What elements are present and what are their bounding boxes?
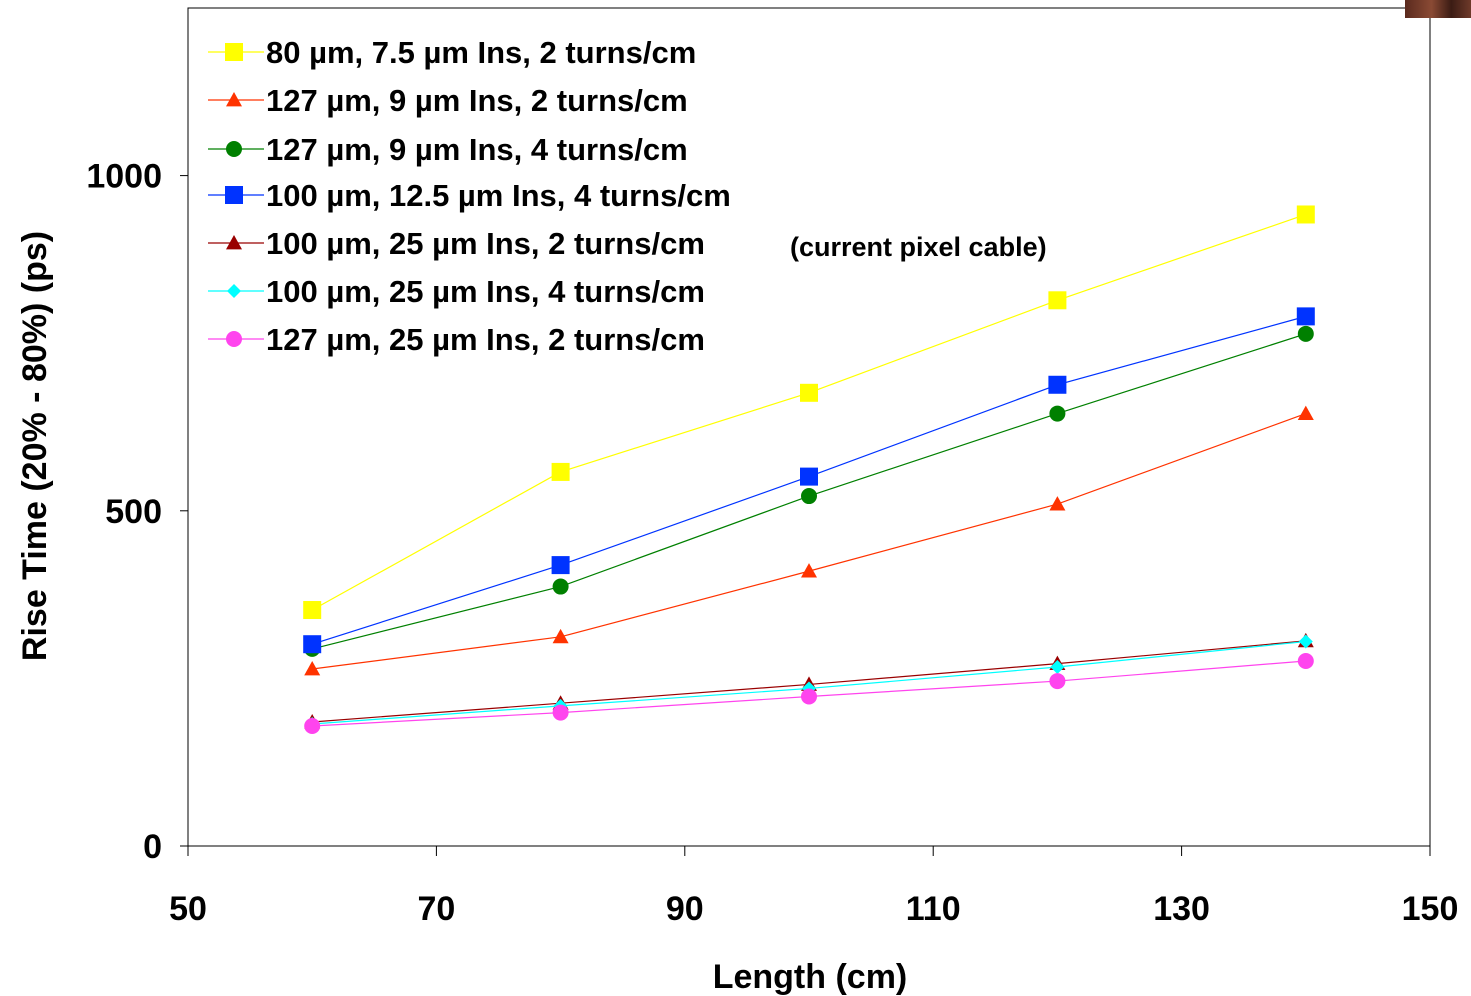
data-point	[552, 578, 569, 595]
legend-label: 127 µm, 9 µm Ins, 2 turns/cm	[266, 83, 688, 118]
data-point	[551, 556, 570, 575]
data-point	[551, 462, 570, 481]
legend-entry: 127 µm, 9 µm Ins, 2 turns/cm	[208, 83, 688, 118]
x-tick-label: 130	[1153, 890, 1210, 928]
legend-entry: 100 µm, 25 µm Ins, 2 turns/cm (current pi…	[208, 226, 1047, 262]
series-1	[304, 405, 1314, 676]
x-axis-title: Length (cm)	[713, 958, 908, 996]
data-point	[1296, 205, 1315, 224]
data-point	[1296, 307, 1315, 326]
legend-label: 100 µm, 25 µm Ins, 4 turns/cm	[266, 274, 705, 309]
legend-marker	[225, 43, 243, 61]
data-point	[552, 704, 569, 721]
data-point	[801, 688, 817, 705]
y-tick-label: 0	[143, 828, 162, 866]
data-point	[303, 601, 322, 620]
data-point	[1049, 673, 1066, 690]
data-point	[1048, 291, 1067, 310]
x-tick-label: 70	[417, 890, 455, 928]
plot-area	[187, 7, 1431, 847]
x-tick-label: 90	[666, 890, 704, 928]
legend-label: 127 µm, 25 µm Ins, 2 turns/cm	[266, 322, 705, 357]
legend-marker	[227, 284, 241, 298]
legend-marker	[226, 331, 242, 347]
series-3	[303, 307, 1315, 654]
data-point	[801, 488, 817, 505]
legend-marker	[226, 235, 242, 250]
corner-image-fragment	[1405, 0, 1471, 18]
x-axis: 50 70 90 110 130 150	[169, 846, 1458, 928]
data-point	[1297, 325, 1314, 342]
y-axis: 0 500 1000	[86, 158, 188, 866]
data-point	[800, 383, 818, 402]
data-point	[1048, 375, 1067, 394]
y-tick-label: 1000	[86, 158, 162, 196]
legend-entry: 80 µm, 7.5 µm Ins, 2 turns/cm	[208, 35, 696, 70]
data-point	[304, 661, 321, 676]
x-tick-label: 50	[169, 890, 207, 928]
legend-entry: 100 µm, 25 µm Ins, 4 turns/cm	[208, 274, 705, 309]
legend-label: 127 µm, 9 µm Ins, 4 turns/cm	[266, 132, 688, 167]
data-point	[801, 563, 817, 578]
data-point	[1298, 634, 1313, 649]
data-point	[1297, 405, 1314, 420]
legend-label: 80 µm, 7.5 µm Ins, 2 turns/cm	[266, 35, 696, 70]
y-axis-title: Rise Time (20% - 80%) (ps)	[16, 231, 54, 661]
x-tick-label: 110	[906, 890, 961, 928]
data-point	[1050, 660, 1065, 675]
legend-marker	[225, 186, 243, 204]
legend-entry: 100 µm, 12.5 µm Ins, 4 turns/cm	[208, 178, 731, 213]
legend: 80 µm, 7.5 µm Ins, 2 turns/cm 127 µm, 9 µ…	[208, 35, 1047, 357]
data-point	[1049, 405, 1066, 422]
legend-label: 100 µm, 12.5 µm Ins, 4 turns/cm	[266, 178, 731, 213]
legend-marker	[226, 141, 242, 157]
legend-label: 100 µm, 25 µm Ins, 2 turns/cm	[266, 226, 705, 261]
legend-marker	[226, 92, 242, 107]
legend-entry: 127 µm, 25 µm Ins, 2 turns/cm	[208, 322, 705, 357]
data-point	[552, 628, 569, 644]
x-tick-label: 150	[1402, 890, 1459, 928]
legend-entry: 127 µm, 9 µm Ins, 4 turns/cm	[208, 132, 688, 167]
legend-annotation: (current pixel cable)	[790, 232, 1047, 262]
data-point	[1049, 496, 1066, 511]
data-point	[304, 717, 321, 734]
series-layer	[303, 205, 1315, 734]
data-point	[303, 635, 322, 654]
data-point	[1297, 652, 1314, 669]
y-tick-label: 500	[105, 493, 162, 531]
series-6	[304, 652, 1314, 734]
series-0	[303, 205, 1315, 620]
data-point	[800, 467, 818, 486]
